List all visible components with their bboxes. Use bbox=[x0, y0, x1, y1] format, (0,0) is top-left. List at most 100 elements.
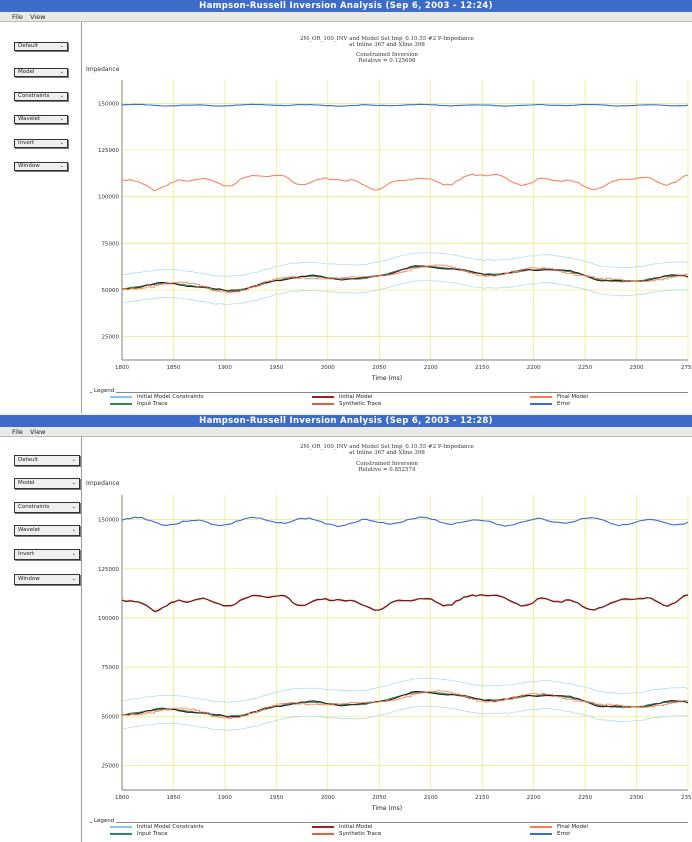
window-button[interactable]: Window ⌄ bbox=[14, 574, 80, 585]
x-tick-label: 2200 bbox=[527, 795, 541, 801]
chevron-down-icon: ⌄ bbox=[71, 527, 76, 533]
chevron-down-icon: ⌄ bbox=[59, 69, 64, 75]
button-label: Default bbox=[18, 457, 39, 463]
legend-swatch bbox=[312, 832, 334, 835]
y-tick-label: 75000 bbox=[102, 665, 120, 671]
button-label: Default bbox=[18, 43, 39, 49]
x-tick-label: 2050 bbox=[372, 795, 386, 801]
impedance-chart: 25000 50000 75000 100000 125000 150000 1800 185… bbox=[98, 495, 692, 801]
y-tick-label: 25000 bbox=[102, 335, 120, 341]
menu-view[interactable]: View bbox=[29, 13, 46, 21]
model-button[interactable]: Model ⌄ bbox=[14, 478, 80, 489]
y-axis-label: Impedance bbox=[86, 480, 120, 487]
plot-title: 2M_OR_100_INV and Model Set Imp_0.10.55 … bbox=[300, 444, 474, 450]
legend-initial-model: Initial Model bbox=[312, 824, 372, 830]
legend: Legend Initial Model Constraints Input T… bbox=[90, 818, 688, 840]
plot-subtitle: at Inline 367 and Xline 398 bbox=[349, 450, 425, 456]
window-title: Hampson-Russell Inversion Analysis (Sep … bbox=[0, 0, 692, 12]
final-model-mid-line bbox=[121, 173, 689, 192]
x-tick-label: 2300 bbox=[630, 365, 644, 371]
synthetic-trace-mid-line bbox=[121, 593, 689, 613]
legend-label: Initial Model Constraints bbox=[137, 394, 204, 400]
default-button[interactable]: Default ⌄ bbox=[14, 42, 68, 51]
plot-relative: Relative = 0.125698 bbox=[358, 58, 416, 64]
chevron-down-icon: ⌄ bbox=[71, 480, 76, 486]
chevron-down-icon: ⌄ bbox=[71, 457, 76, 463]
legend-initial-model-constraints: Initial Model Constraints bbox=[110, 394, 204, 400]
legend-label: Initial Model bbox=[339, 394, 373, 400]
legend-label: Input Trace bbox=[137, 401, 168, 407]
constraint-lower-line bbox=[121, 280, 689, 306]
x-tick-label: 2300 bbox=[630, 795, 644, 801]
y-tick-label: 125000 bbox=[98, 148, 119, 154]
menu-file[interactable]: File bbox=[12, 428, 23, 436]
button-label: Window bbox=[18, 576, 40, 582]
legend-swatch bbox=[110, 395, 132, 398]
x-tick-label: 2250 bbox=[578, 795, 592, 801]
button-label: Model bbox=[18, 69, 35, 75]
button-label: Wavelet bbox=[18, 116, 41, 122]
button-label: Wavelet bbox=[18, 527, 41, 533]
wavelet-button[interactable]: Wavelet ⌄ bbox=[14, 525, 80, 536]
legend-input-trace: Input Trace bbox=[110, 401, 168, 407]
legend-swatch bbox=[530, 825, 552, 828]
model-button[interactable]: Model ⌄ bbox=[14, 68, 68, 77]
constraint-upper-line bbox=[121, 678, 689, 703]
legend-label: Synthetic Trace bbox=[339, 401, 382, 407]
x-axis-label: Time (ms) bbox=[371, 375, 403, 382]
legend-error: Error bbox=[530, 401, 570, 407]
x-tick-label: 2050 bbox=[372, 365, 386, 371]
plot-relative: Relative = 0.852574 bbox=[358, 467, 416, 473]
error-line bbox=[121, 516, 689, 528]
invert-button[interactable]: Invert ⌄ bbox=[14, 549, 80, 560]
menu-file[interactable]: File bbox=[12, 13, 23, 21]
y-tick-label: 50000 bbox=[102, 288, 120, 294]
y-tick-label: 100000 bbox=[98, 195, 119, 201]
constraint-lower-line bbox=[121, 706, 689, 731]
y-tick-label: 25000 bbox=[102, 763, 120, 769]
legend-label: Error bbox=[557, 831, 571, 837]
legend-synthetic-trace: Synthetic Trace bbox=[312, 831, 381, 837]
y-tick-label: 125000 bbox=[98, 567, 119, 573]
chevron-down-icon: ⌄ bbox=[71, 504, 76, 510]
wavelet-button[interactable]: Wavelet ⌄ bbox=[14, 115, 68, 124]
y-tick-label: 75000 bbox=[102, 241, 120, 247]
final-model-mid-line bbox=[121, 593, 689, 612]
constraint-upper-line bbox=[121, 252, 689, 278]
legend-label: Final Model bbox=[557, 394, 588, 400]
initial-model-line bbox=[121, 691, 689, 718]
chevron-down-icon: ⌄ bbox=[59, 43, 64, 49]
menu-bar: File View bbox=[0, 12, 692, 22]
legend: Legend Initial Model Constraints Input T… bbox=[90, 388, 688, 410]
legend-swatch bbox=[530, 402, 552, 405]
x-tick-label: 2150 bbox=[475, 795, 489, 801]
button-label: Invert bbox=[18, 551, 35, 557]
legend-synthetic-trace: Synthetic Trace bbox=[312, 401, 381, 407]
x-tick-label: 2150 bbox=[475, 365, 489, 371]
button-label: Constraints bbox=[18, 93, 50, 99]
default-button[interactable]: Default ⌄ bbox=[14, 455, 80, 466]
window-title: Hampson-Russell Inversion Analysis (Sep … bbox=[0, 415, 692, 427]
error-line bbox=[121, 103, 689, 107]
x-tick-label: 1900 bbox=[218, 795, 232, 801]
x-tick-label: 1950 bbox=[269, 365, 283, 371]
invert-button[interactable]: Invert ⌄ bbox=[14, 139, 68, 148]
legend-swatch bbox=[110, 832, 132, 835]
menu-view[interactable]: View bbox=[29, 428, 46, 436]
plot-subtitle: at Inline 367 and Xline 398 bbox=[349, 42, 425, 48]
legend-label: Final Model bbox=[557, 824, 588, 830]
control-sidebar: Default ⌄ Model ⌄ Constraints ⌄ Wavelet ⌄ In… bbox=[0, 437, 82, 842]
plot-method: Constrained Inversion bbox=[356, 461, 418, 467]
window-button[interactable]: Window ⌄ bbox=[14, 162, 68, 171]
chevron-down-icon: ⌄ bbox=[59, 163, 64, 169]
legend-title: Legend bbox=[92, 818, 117, 824]
legend-swatch bbox=[312, 402, 334, 405]
legend-error: Error bbox=[530, 831, 570, 837]
constraints-button[interactable]: Constraints ⌄ bbox=[14, 502, 80, 513]
legend-label: Initial Model Constraints bbox=[137, 824, 204, 830]
chevron-down-icon: ⌄ bbox=[59, 116, 64, 122]
initial-model-line bbox=[121, 265, 689, 292]
chevron-down-icon: ⌄ bbox=[59, 93, 64, 99]
constraints-button[interactable]: Constraints ⌄ bbox=[14, 92, 68, 101]
plot-area: 2M_OR_100_INV and Model Set Imp_0.10.55 … bbox=[82, 22, 692, 413]
